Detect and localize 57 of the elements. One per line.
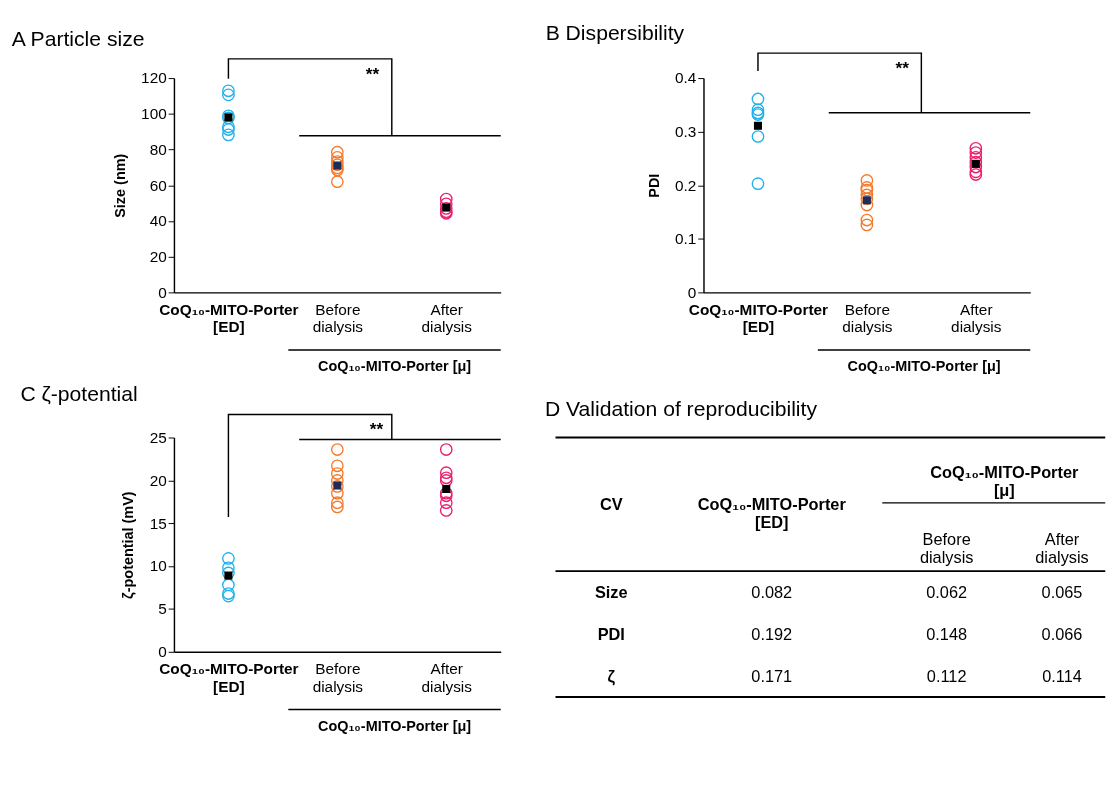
x-tick-label: After dialysis [951,300,1002,336]
category-label: ζ [607,666,616,685]
x-tick-label: CoQ₁₀-MITO-Porter [ED] [159,660,299,695]
text: 0.066 [1041,625,1083,644]
category-label: CoQ₁₀-MITO-Porter [ED] [697,494,847,531]
y-tick-label: 20 [149,247,167,265]
chart-title: C ζ-potential [20,382,138,406]
y-tick-label: 40 [149,212,167,230]
y-tick-label: 0 [158,283,167,301]
y-tick-label: 15 [149,514,167,532]
y-tick-label: 0.3 [674,122,697,140]
x-tick-label: CoQ₁₀-MITO-Porter [ED] [159,300,299,336]
y-axis-title: PDI [645,173,662,198]
category-label: Size [594,583,628,602]
chart-title: A Particle size [11,26,145,50]
text: 0.112 [926,666,967,685]
chart-title: B Dispersibility [545,20,685,44]
y-tick-label: 10 [149,557,167,575]
y-tick-label: 0.2 [674,176,697,194]
x-tick-label: After dialysis [421,300,473,336]
x-axis-title: CoQ₁₀-MITO-Porter [μ] [847,358,1001,375]
text: 0.171 [751,666,793,685]
x-axis-title: CoQ₁₀-MITO-Porter [μ] [318,358,472,375]
y-tick-label: 60 [149,176,167,194]
text: D Validation of reproducibility [544,397,818,421]
y-tick-label: 25 [149,428,167,446]
x-tick-label: Before dialysis [312,300,364,336]
x-axis-title: CoQ₁₀-MITO-Porter [μ] [318,717,472,734]
text: CoQ₁₀-MITO-Porter [μ] [930,462,1079,500]
category-label: CV [599,494,623,513]
y-tick-label: 120 [141,69,167,87]
x-tick-label: Before dialysis [842,300,893,336]
x-tick-label: Before dialysis [312,660,364,695]
category-label: Before dialysis [919,530,974,567]
x-tick-label: After dialysis [421,660,473,695]
y-tick-label: 20 [149,471,167,489]
text: 0.192 [751,625,793,644]
y-axis-title: ζ-potential (mV) [120,491,137,599]
y-tick-label: 0 [687,283,697,301]
text: 0.062 [926,583,968,602]
y-tick-label: 5 [158,600,167,618]
x-tick-label: CoQ₁₀-MITO-Porter [ED] [688,300,829,336]
text: 0.148 [926,625,968,644]
y-tick-label: 0 [158,643,167,661]
text: 0.065 [1041,583,1083,602]
text: 0.114 [1042,666,1082,685]
annotation: ** [365,64,380,85]
y-tick-label: 0.4 [674,69,697,87]
y-tick-label: 80 [149,140,167,158]
y-axis-title: Size (nm) [111,153,128,218]
text: ** [895,58,910,79]
y-tick-label: 100 [141,105,167,123]
text: 0.082 [751,583,793,602]
category-label: PDI [597,625,625,644]
category-label: After dialysis [1035,530,1089,567]
annotation: ** [369,418,384,439]
y-tick-label: 0.1 [674,230,697,248]
